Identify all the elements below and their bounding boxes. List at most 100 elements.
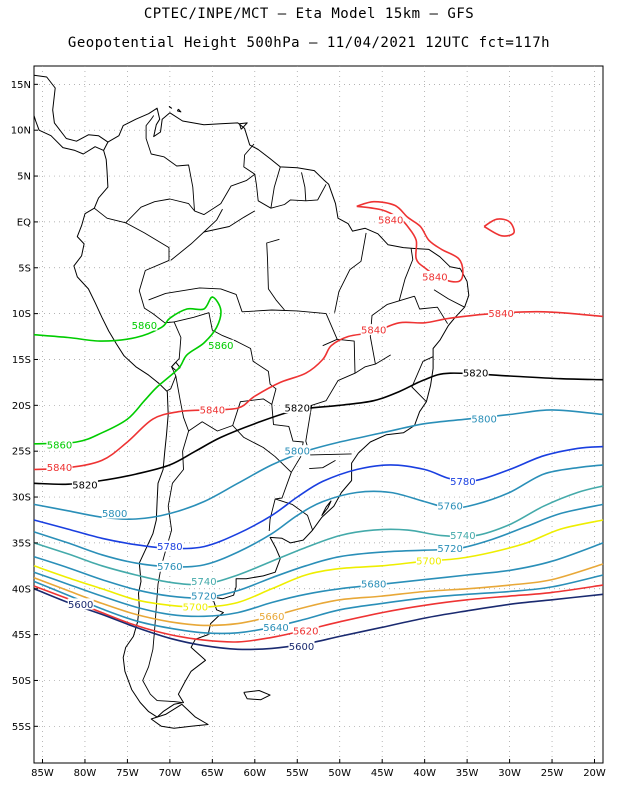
contour-label: 5640 — [263, 623, 288, 634]
lon-tick-label: 35W — [456, 768, 479, 779]
political-border — [232, 404, 304, 473]
contour-label-bg — [471, 413, 498, 425]
contour-5760: 5760 5760 — [33, 464, 604, 573]
contour-label: 5700 — [183, 603, 208, 614]
contour-label: 5840 — [361, 326, 386, 337]
contour-line — [33, 464, 604, 568]
contour-5840: 5840 5840 5840 5840 5840 5840 — [33, 200, 604, 474]
coastline — [73, 107, 470, 718]
political-border — [322, 338, 356, 374]
lon-tick-label: 55W — [286, 768, 309, 779]
political-border — [173, 312, 277, 432]
lat-tick-label: 25S — [12, 447, 31, 458]
political-border — [254, 174, 327, 209]
contour-5720: 5720 5720 — [33, 503, 604, 603]
political-border — [414, 296, 448, 324]
lat-tick-label: 20S — [12, 401, 31, 412]
contour-label: 5860 — [208, 341, 233, 352]
political-border — [242, 309, 338, 340]
contour-label-bg — [360, 578, 387, 590]
lon-tick-label: 65W — [201, 768, 224, 779]
contour-line — [33, 296, 222, 445]
contour-label: 5840 — [488, 309, 513, 320]
political-border — [194, 143, 256, 216]
contour-5640: 5640 — [33, 574, 604, 635]
contour-label: 5740 — [191, 577, 216, 588]
coastline — [33, 74, 109, 143]
contour-label-bg — [284, 402, 311, 414]
contour-label-bg — [360, 324, 387, 336]
coastline-layer — [33, 74, 470, 729]
political-border — [411, 356, 434, 403]
contour-label: 5720 — [191, 592, 216, 603]
contour-label: 5820 — [72, 481, 97, 492]
axis-ticks: 15N 10N 5N EQ 5S 10S 15S 20S 25S 30S 35S 40S 45S 50S 5… — [11, 80, 606, 779]
lon-tick-label: 75W — [116, 768, 139, 779]
contour-line — [33, 519, 604, 609]
contour-label-bg — [449, 475, 476, 487]
political-border — [148, 287, 243, 312]
coastline — [239, 122, 248, 130]
lat-tick-label: 40S — [12, 584, 31, 595]
coastline — [168, 105, 173, 109]
political-border — [142, 430, 190, 703]
contour-label: 5860 — [47, 440, 72, 451]
contour-label: 5820 — [463, 369, 488, 380]
political-border — [338, 232, 367, 292]
contour-line — [483, 218, 515, 237]
political-border — [203, 210, 256, 233]
lon-tick-label: 45W — [371, 768, 394, 779]
contour-label-bg — [190, 575, 217, 587]
contour-label-bg — [421, 270, 448, 282]
contour-label-bg — [101, 507, 128, 519]
contour-label-bg — [156, 560, 183, 572]
contour-label: 5800 — [102, 509, 127, 520]
contour-line — [33, 310, 604, 471]
contour-5680: 5680 — [33, 542, 604, 618]
lon-tick-label: 70W — [159, 768, 182, 779]
contour-label-bg — [415, 555, 442, 567]
contour-5820: 5820 5820 5820 — [33, 367, 604, 492]
contour-label: 5700 — [416, 557, 441, 568]
contour-label-bg — [182, 601, 209, 613]
contour-label-bg — [46, 438, 73, 450]
contour-label-bg — [199, 403, 226, 415]
lon-tick-label: 50W — [328, 768, 351, 779]
contour-line — [33, 584, 604, 643]
contour-label: 5740 — [450, 531, 475, 542]
map-frame — [33, 65, 604, 764]
contour-5600: 5600 5600 — [33, 588, 604, 653]
contour-label-bg — [190, 590, 217, 602]
map-title: CPTEC/INPE/MCT – Eta Model 15km – GFS — [143, 6, 475, 22]
contour-label: 5760 — [437, 502, 462, 513]
contour-5660: 5660 — [33, 563, 604, 627]
contour-label-bg — [377, 214, 404, 226]
political-border — [270, 166, 281, 209]
lon-tick-label: 85W — [31, 768, 54, 779]
contour-label: 5780 — [157, 542, 182, 553]
contour-label-bg — [462, 367, 489, 379]
contour-label: 5680 — [361, 580, 386, 591]
coastline — [321, 500, 332, 516]
political-border — [125, 222, 182, 392]
contour-label: 5600 — [68, 600, 93, 611]
contour-label: 5840 — [47, 463, 72, 474]
contour-layer: 5860586058605840584058405840584058405820… — [33, 200, 604, 653]
political-border — [266, 238, 285, 311]
contour-5780: 5780 5780 — [33, 445, 604, 553]
lat-tick-label: 50S — [12, 676, 31, 687]
contour-label: 5800 — [471, 415, 496, 426]
contour-label-bg — [71, 479, 98, 491]
contour-label-bg — [207, 339, 234, 351]
contour-label-bg — [284, 445, 311, 457]
lat-tick-label: 10N — [11, 126, 31, 137]
lon-tick-label: 80W — [74, 768, 97, 779]
lon-tick-label: 20W — [583, 768, 606, 779]
contour-label-bg — [46, 461, 73, 473]
lat-tick-label: 45S — [12, 630, 31, 641]
contour-label-bg — [449, 529, 476, 541]
political-border — [398, 248, 414, 301]
contour-5740: 5740 5740 — [33, 485, 604, 588]
coastline — [177, 108, 182, 113]
